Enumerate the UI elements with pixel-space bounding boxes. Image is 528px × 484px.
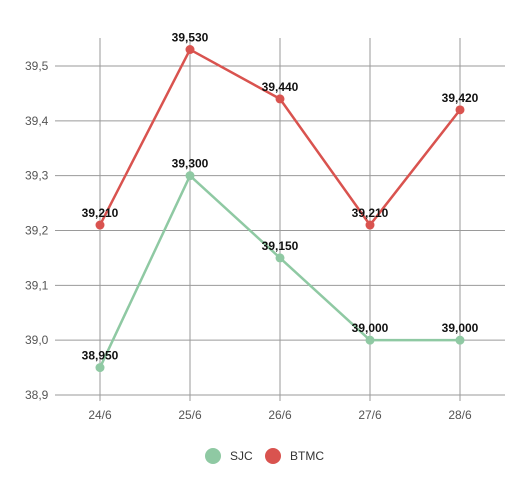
- data-label-btmc: 39,530: [172, 31, 209, 45]
- legend-marker-btmc: [265, 448, 281, 464]
- data-label-btmc: 39,440: [262, 80, 299, 94]
- data-label-btmc: 39,420: [442, 91, 479, 105]
- legend-label-btmc: BTMC: [290, 449, 324, 463]
- x-tick-label: 26/6: [268, 408, 292, 422]
- y-tick-label: 39,2: [25, 224, 49, 238]
- y-tick-label: 38,9: [25, 388, 49, 402]
- data-point-sjc: [275, 253, 285, 263]
- data-point-btmc: [275, 94, 285, 104]
- legend-marker-sjc: [205, 448, 221, 464]
- data-label-sjc: 39,300: [172, 157, 209, 171]
- x-tick-label: 24/6: [88, 408, 112, 422]
- x-tick-label: 25/6: [178, 408, 202, 422]
- y-tick-label: 39,3: [25, 169, 49, 183]
- data-label-sjc: 39,000: [352, 321, 389, 335]
- data-point-sjc: [455, 335, 465, 345]
- legend-label-sjc: SJC: [230, 449, 253, 463]
- data-label-btmc: 39,210: [82, 206, 119, 220]
- y-tick-label: 39,5: [25, 59, 49, 73]
- data-label-btmc: 39,210: [352, 206, 389, 220]
- y-tick-label: 39,4: [25, 114, 49, 128]
- data-point-sjc: [365, 335, 375, 345]
- data-point-btmc: [95, 220, 105, 230]
- data-point-sjc: [185, 171, 195, 181]
- x-tick-label: 27/6: [358, 408, 382, 422]
- data-point-btmc: [365, 220, 375, 230]
- data-point-btmc: [185, 45, 195, 55]
- data-label-sjc: 38,950: [82, 349, 119, 363]
- data-point-btmc: [455, 105, 465, 115]
- data-point-sjc: [95, 363, 105, 373]
- data-label-sjc: 39,150: [262, 239, 299, 253]
- x-tick-label: 28/6: [448, 408, 472, 422]
- data-label-sjc: 39,000: [442, 321, 479, 335]
- y-tick-label: 39,1: [25, 278, 49, 292]
- y-tick-label: 39,0: [25, 333, 49, 347]
